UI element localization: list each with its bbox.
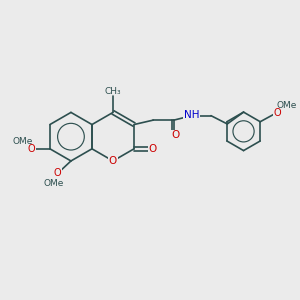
Text: CH₃: CH₃ (105, 87, 121, 96)
Text: NH: NH (184, 110, 200, 120)
Text: O: O (54, 168, 61, 178)
Text: O: O (148, 144, 157, 154)
Text: O: O (171, 130, 179, 140)
Text: O: O (273, 108, 281, 118)
Text: OMe: OMe (13, 137, 33, 146)
Text: OMe: OMe (43, 179, 63, 188)
Text: OMe: OMe (277, 101, 297, 110)
Text: O: O (109, 156, 117, 166)
Text: O: O (28, 143, 35, 154)
